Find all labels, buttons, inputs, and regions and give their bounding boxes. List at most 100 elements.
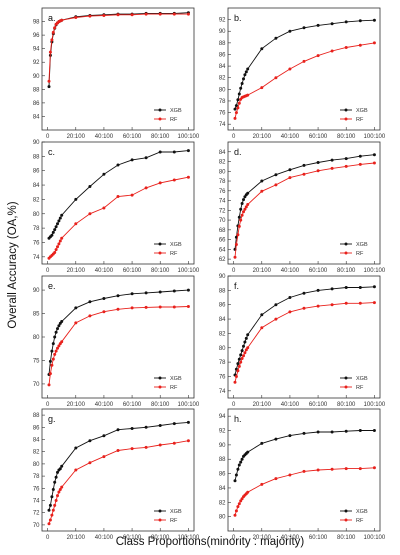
panel-a-rf-point	[48, 50, 52, 54]
panel-a-rf-point	[102, 14, 106, 17]
panel-d-x-tick-label: 20:100	[253, 268, 272, 274]
panel-a-rf-point	[74, 16, 78, 19]
panel-b-y-tick-label: 74	[219, 122, 226, 128]
panel-d-y-tick-label: 78	[219, 179, 226, 185]
panel-b-x-tick-label: 60:100	[309, 134, 328, 140]
panel-g-xgb-point	[74, 446, 78, 450]
panel-a-legend-xgb-label: XGB	[170, 108, 182, 114]
panel-g-rf-point	[57, 490, 61, 494]
panel-b-xgb-point	[330, 22, 334, 26]
panel-d-frame	[227, 141, 381, 265]
panel-e-rf-point	[60, 340, 64, 344]
panel-c-rf-point	[88, 212, 92, 216]
panel-g-rf-point	[48, 518, 52, 522]
panel-f-rf-point	[302, 306, 306, 310]
panel-g-y-tick-label: 74	[33, 499, 40, 505]
panel-g-y-tick-label: 76	[33, 486, 40, 492]
panel-c-xgb-point	[50, 233, 54, 237]
panel-c-y-tick-label: 88	[33, 154, 40, 160]
panel-c-rf-point	[130, 193, 134, 197]
panel-h-xgb-point	[233, 479, 237, 483]
panel-g-y-tick-label: 84	[33, 438, 40, 444]
panel-a-y-tick-label: 94	[33, 47, 40, 53]
panel-e-rf-point	[172, 305, 176, 309]
panel-b-legend-rf-label: RF	[356, 117, 364, 123]
panel-g-xgb-point	[50, 495, 54, 499]
panel-a-legend-rf-label: RF	[170, 117, 178, 123]
panel-d-y-tick-label: 84	[219, 150, 226, 156]
panel-f-rf-point	[260, 326, 264, 330]
panel-g-y-tick-label: 70	[33, 523, 40, 529]
panel-e-x-tick-label: 0	[46, 402, 50, 408]
panel-d-y-tick-label: 82	[219, 160, 226, 166]
panel-c-legend-xgb-marker	[158, 242, 162, 246]
panel-d-legend-xgb-label: XGB	[356, 242, 368, 248]
panel-f-rf-point	[243, 351, 247, 355]
panel-d-xgb-point	[242, 198, 245, 202]
panel-h-rf-point	[358, 467, 362, 471]
panel-c-legend-rf-marker	[158, 251, 162, 255]
panel-b-legend-xgb-label: XGB	[356, 108, 368, 114]
panel-c-xgb-point	[102, 172, 106, 176]
panel-d-legend-xgb-marker	[344, 242, 348, 246]
panel-g-xgb-point	[51, 488, 55, 491]
panel-a-rf-point	[47, 79, 51, 83]
panel-d-xgb-point	[330, 158, 334, 162]
panel-h-y-tick-label: 94	[219, 414, 226, 420]
panel-g-rf-point	[158, 443, 162, 447]
panel-g-rf-point	[51, 508, 55, 512]
panel-d-rf-point	[288, 176, 292, 180]
panel-b-rf-point	[246, 93, 250, 97]
panel-h-rf-point	[316, 468, 320, 472]
panel-f-xgb-point	[240, 349, 244, 353]
panel-h-xgb-point	[240, 457, 244, 461]
panel-c-xgb-point	[88, 185, 92, 188]
panel-e-xgb-point	[172, 289, 176, 293]
panel-a-rf-point	[53, 26, 57, 30]
panel-b-legend-rf-marker	[344, 117, 348, 121]
panel-a-x-tick-label: 40:100	[95, 134, 114, 140]
panel-b-x-tick-label: 100:100	[364, 134, 386, 140]
panel-d-y-tick-label: 70	[219, 218, 226, 224]
panel-e-rf-line	[48, 306, 189, 385]
panel-f-rf-point	[372, 301, 376, 305]
panel-g-rf-point	[53, 503, 57, 507]
panel-g-rf-point	[56, 494, 59, 498]
panel-b-xgb-point	[358, 19, 362, 23]
panel-h-xgb-point	[237, 463, 241, 467]
panel-a-y-tick-label: 84	[33, 114, 40, 120]
panel-b-rf-point	[330, 49, 334, 53]
panel-e-legend-rf-label: RF	[170, 385, 178, 391]
panel-d-y-tick-label: 80	[219, 169, 226, 175]
panel-f-xgb-point	[274, 303, 278, 307]
panel-g-xgb-point	[56, 470, 59, 474]
panel-c-xgb-point	[57, 219, 61, 223]
panel-g-rf-point	[60, 485, 64, 489]
panel-e-rf-point	[51, 357, 55, 361]
panel-c-rf-point	[144, 186, 148, 190]
panel-c-xgb-point	[54, 225, 58, 229]
panel-b-xgb-point	[233, 107, 237, 111]
panel-c-xgb-point	[130, 158, 134, 162]
panel-d-xgb-point	[246, 191, 250, 195]
panel-a: 84 86 88 90 92 94 96 98 0 20:100 40:100 60:100 80:10…	[33, 7, 200, 140]
panel-f-xgb-point	[239, 353, 243, 357]
panel-e-rf-point	[50, 363, 54, 367]
panel-a-legend-xgb-marker	[158, 108, 162, 112]
panel-c-rf-point	[102, 206, 106, 210]
panel-b-xgb-point	[236, 98, 240, 102]
panel-g-rf-point	[74, 468, 78, 472]
panel-g-xgb-line	[48, 421, 189, 511]
panel-g-legend-rf-label: RF	[170, 518, 178, 524]
panel-h-x-tick-label: 0	[232, 535, 236, 541]
panel-c-rf-point	[158, 181, 162, 185]
panel-c-rf-line	[48, 176, 189, 259]
panel-f: 74 76 78 80 82 84 86 88 90 0 20:100 40:100 60:100 80:…	[219, 274, 386, 408]
panel-f-xgb-point	[372, 285, 376, 289]
panel-a-y-tick-label: 86	[33, 101, 40, 107]
panel-f-rf-point	[236, 369, 240, 373]
panel-f-frame	[227, 275, 381, 399]
panel-f-xgb-point	[288, 296, 292, 299]
panel-c-label: c.	[48, 147, 55, 157]
panel-b-xgb-point	[237, 92, 241, 96]
